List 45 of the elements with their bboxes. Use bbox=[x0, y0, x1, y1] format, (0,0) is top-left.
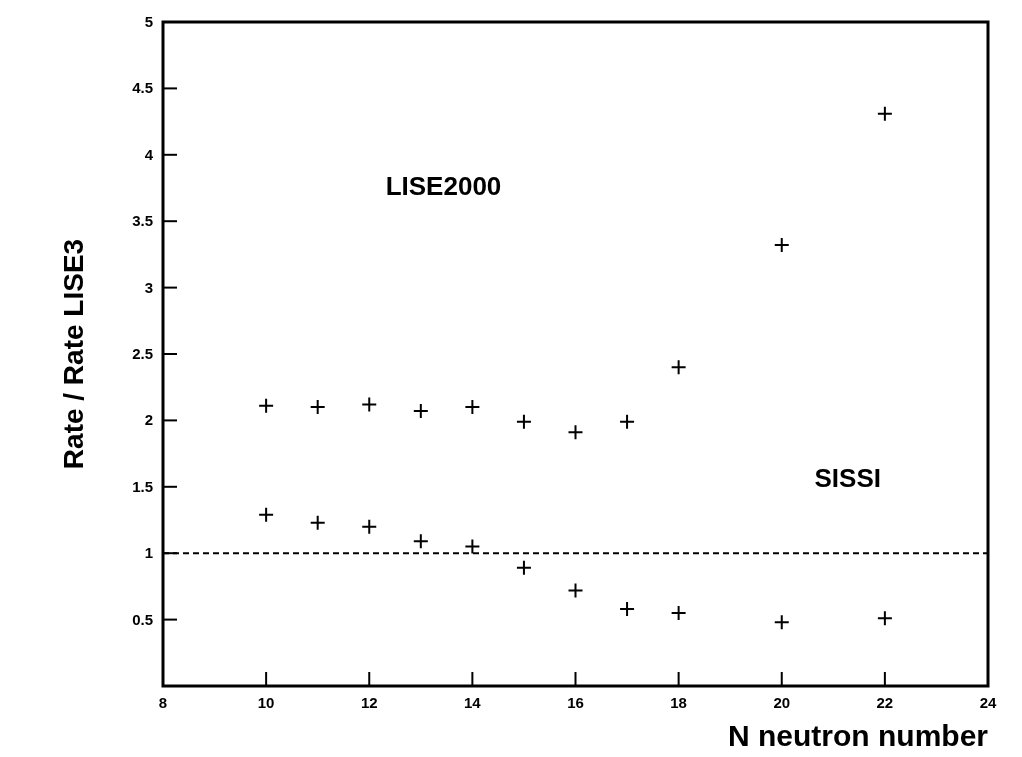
point bbox=[361, 396, 378, 413]
x-tick-label: 8 bbox=[158, 694, 168, 711]
point bbox=[567, 582, 584, 599]
x-tick-label: 24 bbox=[979, 694, 997, 711]
point bbox=[773, 614, 790, 631]
y-tick-label: 5 bbox=[144, 13, 153, 30]
point bbox=[412, 533, 429, 550]
point bbox=[670, 604, 687, 621]
x-tick-label: 18 bbox=[670, 694, 687, 711]
x-tick-label: 20 bbox=[773, 694, 791, 711]
annotation: SISSI bbox=[814, 462, 881, 493]
point bbox=[619, 413, 636, 430]
x-tick-label: 22 bbox=[876, 694, 894, 711]
point bbox=[464, 538, 481, 555]
x-tick-label: 12 bbox=[360, 694, 378, 711]
y-tick-label: 0.5 bbox=[132, 610, 153, 628]
point bbox=[567, 424, 584, 441]
y-tick-label: 2 bbox=[144, 411, 153, 429]
point bbox=[412, 403, 429, 420]
y-tick-label: 4.5 bbox=[132, 79, 153, 97]
y-tick-label: 1.5 bbox=[132, 477, 153, 495]
point bbox=[515, 413, 532, 430]
y-tick-label: 2.5 bbox=[132, 345, 153, 362]
y-axis-title: Rate / Rate LISE3 bbox=[58, 238, 89, 470]
point bbox=[773, 237, 790, 254]
point bbox=[876, 105, 893, 122]
x-tick-label: 10 bbox=[257, 694, 275, 711]
point bbox=[876, 610, 893, 627]
point bbox=[258, 506, 275, 523]
annotation: LISE2000 bbox=[385, 170, 502, 201]
point bbox=[361, 518, 378, 535]
point bbox=[515, 559, 532, 576]
point bbox=[464, 399, 481, 416]
point bbox=[258, 397, 275, 414]
point bbox=[309, 514, 326, 531]
x-tick-label: 14 bbox=[464, 694, 482, 711]
x-tick-label: 16 bbox=[567, 694, 584, 711]
point bbox=[619, 600, 636, 617]
y-tick-label: 1 bbox=[144, 544, 153, 562]
point bbox=[309, 399, 326, 416]
y-tick-label: 3 bbox=[144, 278, 153, 296]
x-axis-title: N neutron number bbox=[728, 719, 989, 752]
y-tick-label: 3.5 bbox=[132, 212, 153, 230]
y-tick-label: 4 bbox=[144, 145, 154, 163]
point bbox=[670, 359, 687, 376]
